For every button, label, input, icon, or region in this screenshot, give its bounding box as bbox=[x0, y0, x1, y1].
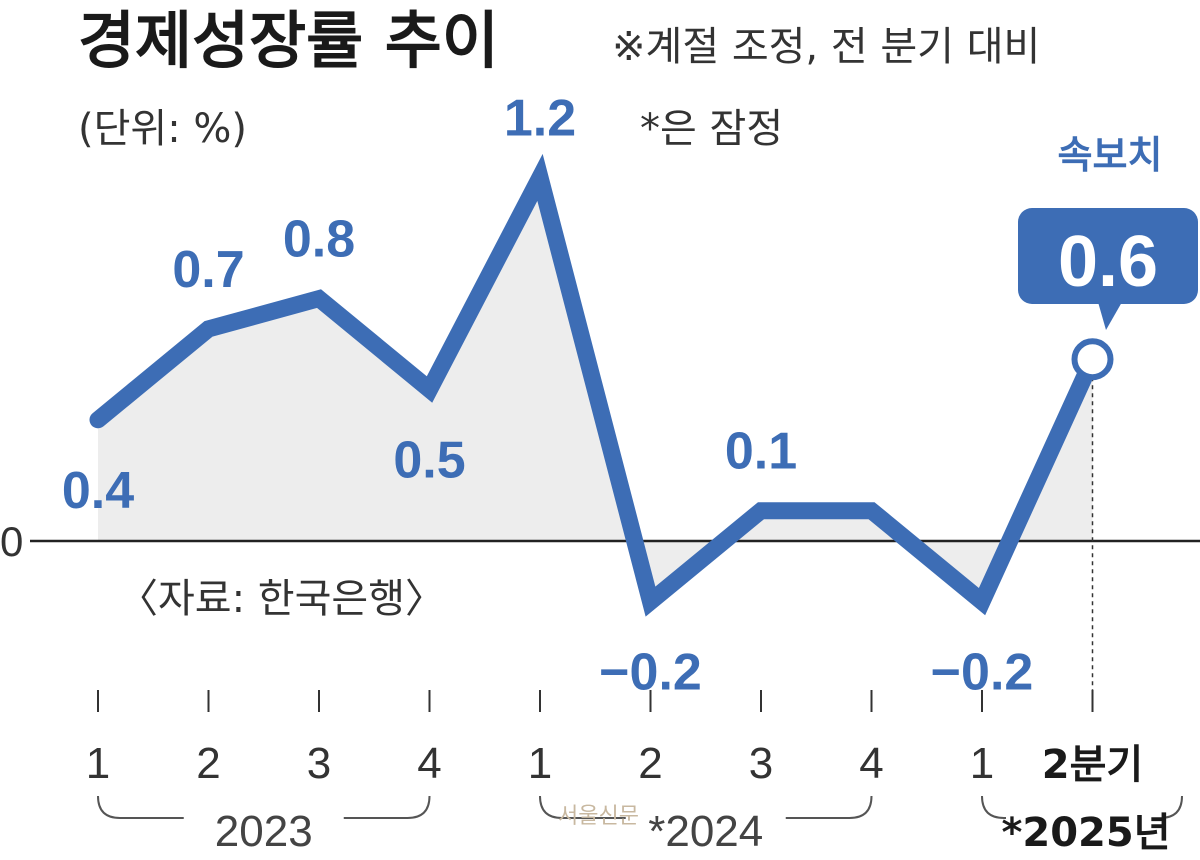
year-label: *2025년 bbox=[1001, 810, 1170, 856]
chart-title: 경제성장률 추이 bbox=[78, 4, 499, 77]
x-axis: 1 2 3 4 1 2 3 4 1 2분기 2023 *2024 *2025년 bbox=[86, 690, 1183, 856]
x-tick-label: 4 bbox=[417, 739, 441, 788]
unit-label: (단위: %) bbox=[78, 106, 247, 152]
highlight-pointer bbox=[1098, 302, 1122, 330]
year-label: 2023 bbox=[215, 807, 313, 856]
x-tick-label: 1 bbox=[970, 739, 994, 788]
x-tick-label: 3 bbox=[749, 739, 773, 788]
value-label: 0.8 bbox=[283, 211, 355, 269]
highlight-title: 속보치 bbox=[1058, 133, 1163, 177]
series-line bbox=[89, 153, 1101, 617]
year-label: *2024 bbox=[648, 807, 763, 856]
highlight-callout: 속보치 0.6 bbox=[1018, 133, 1198, 330]
adjustment-note: ※계절 조정, 전 분기 대비 bbox=[612, 24, 1040, 70]
year-label-gap bbox=[625, 812, 786, 824]
value-label: 0.5 bbox=[393, 432, 465, 490]
x-tick-label: 2 bbox=[196, 739, 220, 788]
x-tick-label: 3 bbox=[307, 739, 331, 788]
value-labels: 0.40.70.80.51.2−0.20.1−0.2 bbox=[62, 89, 1033, 701]
x-tick-label: 4 bbox=[859, 739, 883, 788]
x-tick-label: 2분기 bbox=[1042, 742, 1143, 788]
zero-tick-label: 0 bbox=[0, 518, 23, 565]
year-label-gap bbox=[1006, 812, 1166, 824]
highlight-box bbox=[1018, 208, 1198, 304]
x-tick-label: 2 bbox=[638, 739, 662, 788]
provisional-note: *은 잠정 bbox=[640, 106, 783, 152]
highlight-marker bbox=[1071, 338, 1114, 381]
watermark: 서울신문 bbox=[558, 804, 639, 829]
value-label: 0.1 bbox=[725, 423, 797, 481]
source-label: 〈자료: 한국은행〉 bbox=[118, 576, 445, 622]
value-label: 0.4 bbox=[62, 462, 134, 520]
value-label: 0.7 bbox=[172, 241, 244, 299]
year-label-gap bbox=[183, 812, 344, 824]
highlight-value: 0.6 bbox=[1058, 222, 1158, 302]
x-tick-label: 1 bbox=[528, 739, 552, 788]
value-label: 1.2 bbox=[504, 89, 576, 147]
x-tick-label: 1 bbox=[86, 739, 110, 788]
